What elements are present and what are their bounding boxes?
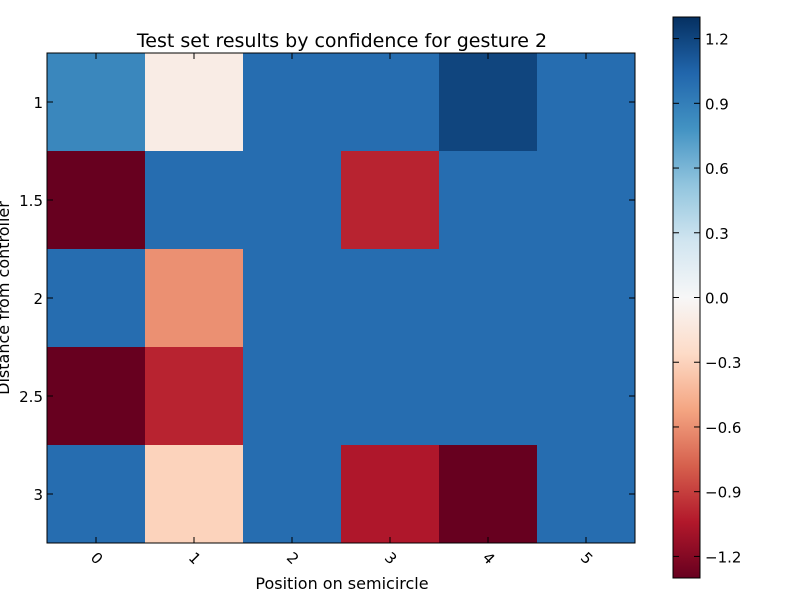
heatmap-cell xyxy=(341,249,440,348)
colorbar-tick-label: 0.0 xyxy=(705,290,729,308)
x-axis-label: Position on semicircle xyxy=(255,574,428,593)
heatmap-cell xyxy=(439,53,538,152)
heatmap-cell xyxy=(243,53,342,152)
colorbar-tick-label: 0.9 xyxy=(705,95,729,113)
heatmap-cell xyxy=(341,347,440,446)
heatmap-cell xyxy=(439,347,538,446)
x-tick-label: 1 xyxy=(185,549,204,568)
y-tick-label: 3 xyxy=(33,486,43,504)
colorbar-tick-label: −0.3 xyxy=(705,354,741,372)
heatmap-cell xyxy=(145,249,244,348)
heatmap-cell xyxy=(439,249,538,348)
colorbar-tick-label: −0.6 xyxy=(705,419,741,437)
heatmap-cell xyxy=(145,53,244,152)
y-tick-label: 1.5 xyxy=(19,192,43,210)
heatmap-cell xyxy=(145,445,244,544)
heatmap-cell xyxy=(537,347,636,446)
x-tick-label: 5 xyxy=(577,549,596,568)
heatmap-cell xyxy=(439,445,538,544)
heatmap-cell xyxy=(537,151,636,250)
heatmap-cell xyxy=(341,445,440,544)
y-tick-label: 2 xyxy=(33,290,43,308)
heatmap-cell xyxy=(243,347,342,446)
heatmap-cell xyxy=(341,151,440,250)
x-tick-label: 0 xyxy=(87,549,106,568)
y-axis-ticks: 1 1.5 2 2.5 3 xyxy=(19,94,635,504)
x-tick-label: 3 xyxy=(381,549,400,568)
x-tick-label: 2 xyxy=(283,549,302,568)
heatmap-cell xyxy=(47,53,146,152)
colorbar-tick-label: 0.6 xyxy=(705,160,729,178)
y-axis-label: Distance from controller xyxy=(0,201,13,395)
heatmap-cell xyxy=(243,249,342,348)
heatmap-cells xyxy=(47,53,636,544)
heatmap-cell xyxy=(341,53,440,152)
heatmap-cell xyxy=(537,445,636,544)
heatmap-cell xyxy=(243,445,342,544)
heatmap-cell xyxy=(145,151,244,250)
heatmap-cell xyxy=(47,347,146,446)
chart-title: Test set results by confidence for gestu… xyxy=(136,30,547,52)
heatmap-cell xyxy=(145,347,244,446)
colorbar-tick-label: 1.2 xyxy=(705,31,729,49)
heatmap-cell xyxy=(537,53,636,152)
heatmap-cell xyxy=(537,249,636,348)
y-tick-label: 1 xyxy=(33,94,43,112)
colorbar-tick-label: −0.9 xyxy=(705,484,741,502)
heatmap-cell xyxy=(47,249,146,348)
x-tick-label: 4 xyxy=(479,549,498,568)
heatmap-cell xyxy=(439,151,538,250)
colorbar-tick-label: 0.3 xyxy=(705,225,729,243)
heatmap-cell xyxy=(47,151,146,250)
heatmap-cell xyxy=(47,445,146,544)
y-tick-label: 2.5 xyxy=(19,388,43,406)
colorbar: 1.2 0.9 0.6 0.3 0.0 −0.3 −0.6 −0.9 −1.2 xyxy=(672,16,741,579)
heatmap-cell xyxy=(243,151,342,250)
colorbar-ticks: 1.2 0.9 0.6 0.3 0.0 −0.3 −0.6 −0.9 −1.2 xyxy=(673,31,741,566)
colorbar-tick-label: −1.2 xyxy=(705,548,741,566)
